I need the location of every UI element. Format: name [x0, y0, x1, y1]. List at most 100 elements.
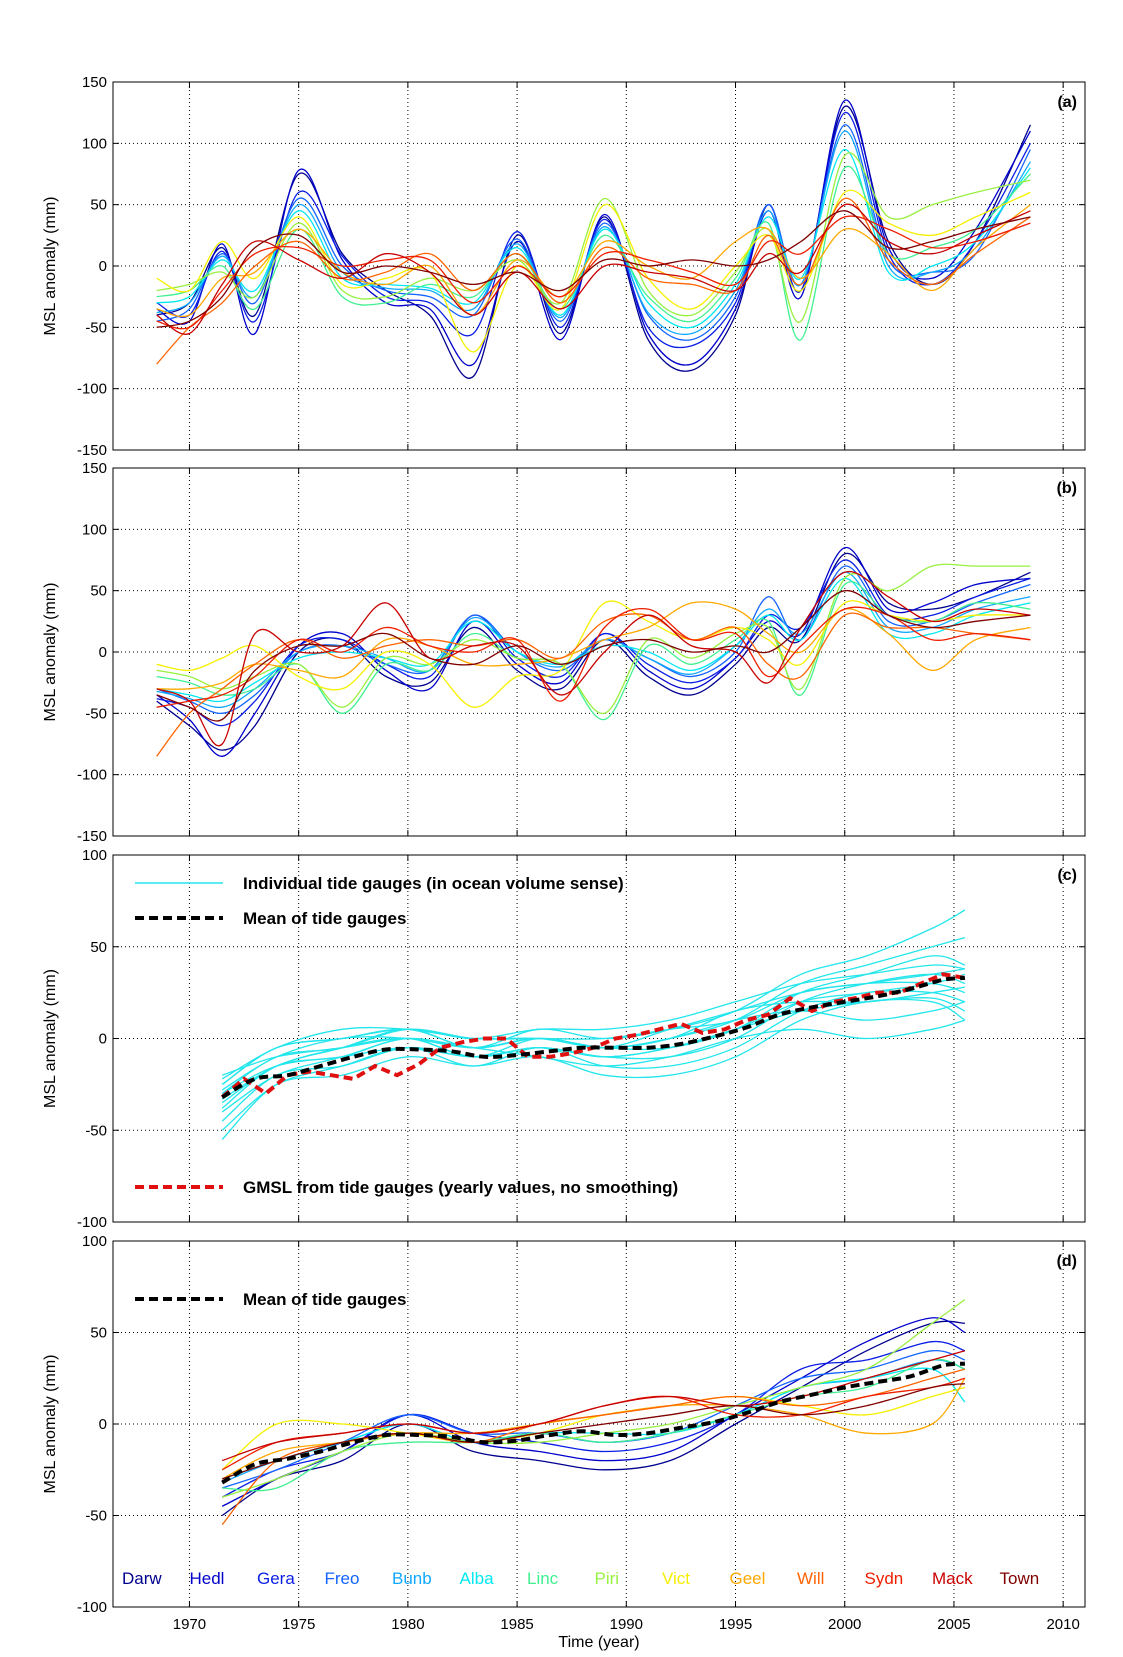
gauge-line [221, 973, 966, 1100]
series-line-bunb [156, 130, 1031, 336]
y-tick-label: -100 [77, 1599, 107, 1616]
y-tick-label: 150 [82, 74, 107, 91]
series-line-piri [156, 563, 1031, 714]
series-line-sydn [156, 215, 1031, 330]
series-line-mack [156, 570, 1031, 747]
y-axis-label: MSL anomaly (mm) [42, 583, 59, 722]
series-line-vict [156, 600, 1031, 708]
y-tick-label: -100 [77, 381, 107, 398]
y-tick-label: -50 [85, 705, 107, 722]
y-tick-label: -50 [85, 1508, 107, 1525]
x-tick-label: 2010 [1046, 1616, 1079, 1633]
x-tick-label: 2000 [828, 1616, 861, 1633]
gauge-line [221, 998, 966, 1140]
series-line-town [221, 1383, 965, 1480]
station-label-gera: Gera [257, 1569, 295, 1588]
y-tick-label: 50 [90, 1325, 107, 1342]
series-line-piri [221, 1299, 966, 1498]
gauge-line [221, 964, 965, 1085]
y-tick-label: 0 [99, 1031, 107, 1048]
plot-area [156, 547, 1031, 757]
y-tick-label: -50 [85, 1122, 107, 1139]
y-tick-label: 100 [82, 521, 107, 538]
y-axis-label: MSL anomaly (mm) [42, 1355, 59, 1494]
plot-area [221, 1299, 966, 1526]
station-label-vict: Vict [662, 1569, 690, 1588]
y-tick-label: -100 [77, 1214, 107, 1231]
series-line-freo [156, 124, 1031, 341]
station-label-will: Will [797, 1569, 824, 1588]
station-label-hedl: Hedl [190, 1569, 225, 1588]
series-line-linc [156, 165, 1031, 341]
y-tick-label: 100 [82, 847, 107, 864]
station-label-alba: Alba [460, 1569, 495, 1588]
station-label-mack: Mack [932, 1569, 973, 1588]
gauge-line [221, 955, 966, 1113]
x-tick-label: 1975 [282, 1616, 315, 1633]
legend-label: GMSL from tide gauges (yearly values, no… [243, 1178, 678, 1197]
series-line-hedl [221, 1317, 966, 1507]
plot-area [220, 909, 966, 1140]
axes-frame [112, 467, 1086, 837]
x-tick-label: 1995 [719, 1616, 752, 1633]
station-label-bunb: Bunb [392, 1569, 432, 1588]
x-tick-label: 1990 [610, 1616, 643, 1633]
series-line-geel [156, 204, 1031, 318]
station-label-geel: Geel [730, 1569, 766, 1588]
x-tick-label: 1980 [391, 1616, 424, 1633]
panel-label: (d) [1057, 1253, 1077, 1270]
axes-frame [112, 81, 1086, 451]
panel-d: -100 -50 0 50 100 MSL anomaly (mm) (d) Mean of … [42, 1233, 1086, 1633]
series-line-mack [221, 1350, 966, 1462]
plot-area [156, 99, 1031, 379]
gauge-line [221, 981, 966, 1085]
legend-entry: Mean of tide gauges [135, 909, 406, 928]
y-tick-label: -150 [77, 442, 107, 459]
y-tick-label: 50 [90, 583, 107, 600]
y-tick-label: 50 [90, 197, 107, 214]
series-line-town [156, 210, 1031, 328]
series-line-gera [156, 112, 1031, 349]
gauge-line [221, 936, 966, 1109]
panel-a: -150 -100 -50 0 50 100 150 MSL anomaly (mm) (a) [42, 74, 1086, 459]
panel-label: (b) [1057, 480, 1077, 497]
x-tick-label: 1985 [500, 1616, 533, 1633]
legend-entry: GMSL from tide gauges (yearly values, no… [135, 1178, 678, 1197]
gauge-line [221, 997, 966, 1095]
series-line-darw [221, 1320, 965, 1517]
station-legend: Darw Hedl Gera Freo Bunb Alba Linc Piri Vict Geel… [122, 1569, 1039, 1588]
y-tick-label: 0 [99, 644, 107, 661]
series-line-piri [156, 152, 1031, 323]
x-axis-label: Time (year) [558, 1634, 639, 1651]
panel-b: -150 -100 -50 0 50 100 150 MSL anomaly (mm) (b) [42, 460, 1086, 845]
y-tick-label: -150 [77, 828, 107, 845]
series-line-vict [156, 189, 1031, 353]
x-tick-label: 1970 [173, 1616, 206, 1633]
panel-c: -100 -50 0 50 100 MSL anomaly (mm) (c) Individu… [42, 847, 1086, 1231]
series-line-mack [156, 203, 1031, 335]
station-label-linc: Linc [527, 1569, 559, 1588]
series-line-geel [156, 601, 1031, 690]
series-line-linc [156, 581, 1031, 721]
station-label-darw: Darw [122, 1569, 162, 1588]
x-tick-label: 2005 [937, 1616, 970, 1633]
station-label-piri: Piri [595, 1569, 620, 1588]
y-tick-label: 0 [99, 1416, 107, 1433]
station-label-freo: Freo [325, 1569, 360, 1588]
panel-label: (c) [1057, 867, 1077, 884]
gmsl-line [220, 972, 966, 1099]
legend-entry: Individual tide gauges (in ocean volume … [135, 874, 624, 893]
y-tick-label: 100 [82, 1233, 107, 1250]
legend-label: Mean of tide gauges [243, 1290, 406, 1309]
legend-label: Mean of tide gauges [243, 909, 406, 928]
y-tick-label: 0 [99, 258, 107, 275]
series-line-gera [221, 1340, 966, 1498]
legend-entry: Mean of tide gauges [135, 1290, 406, 1309]
legend-label: Individual tide gauges (in ocean volume … [243, 874, 624, 893]
station-label-sydn: Sydn [865, 1569, 904, 1588]
y-tick-label: 100 [82, 135, 107, 152]
y-tick-label: 150 [82, 460, 107, 477]
gauge-line [221, 1019, 966, 1076]
panel-label: (a) [1057, 94, 1077, 111]
